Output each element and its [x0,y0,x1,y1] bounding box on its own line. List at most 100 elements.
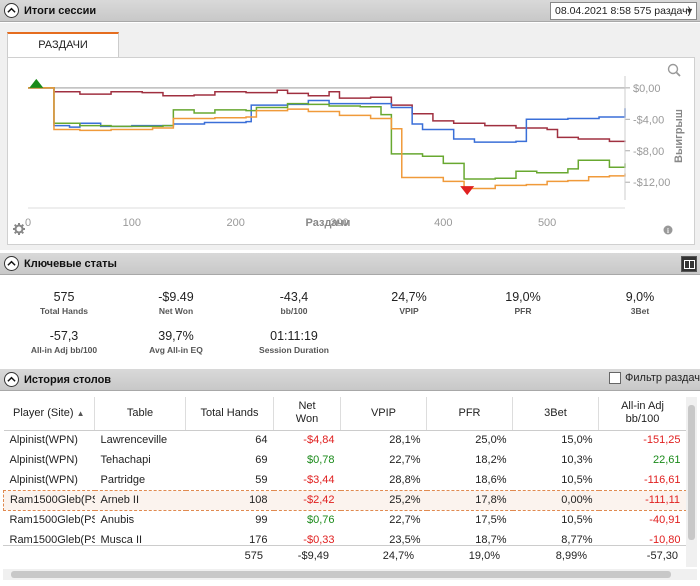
stat-value: 575 [53,290,75,304]
stat-label: Session Duration [259,345,329,355]
session-summary-header: Итоги сессии 08.04.2021 8:58 575 раздач)… [0,0,700,22]
cell-table: Arneb II [94,489,186,511]
layout-toggle-button[interactable] [681,256,697,272]
cell-pfr: 17,5% [475,514,507,527]
cell-vpip: 25,2% [340,489,427,511]
column-header-total-hands[interactable]: Total Hands [185,397,274,431]
cell-net: -$4,84 [303,434,335,447]
stat-label: Total Hands [39,306,88,316]
session-dropdown[interactable]: 08.04.2021 8:58 575 раздач) ▼ [550,2,697,20]
cell-table: Lawrenceville [100,434,168,447]
stat-session-duration: 01:11:19 Session Duration [244,329,344,355]
x-tick-label: 300 [330,217,348,229]
key-stats-panel: 575 Total Hands -$9.49 Net Won -43,4 bb/… [0,276,700,366]
stat-net-won: -$9.49 Net Won [126,290,226,316]
vertical-scrollbar[interactable] [686,397,697,567]
stat-value: -57,3 [49,329,79,343]
column-header-3bet[interactable]: 3Bet [512,397,599,431]
stat-label: 3Bet [630,306,650,316]
scroll-thumb[interactable] [688,405,695,540]
session-summary-title: Итоги сессии [24,4,97,17]
cell-hands: 59 [255,473,268,486]
x-tick-label: 0 [25,217,31,229]
column-header-player[interactable]: Player (Site) ▲ [3,397,95,431]
table-history-header: История столов Фильтр раздач [0,369,700,391]
cell-pfr: 18,6% [475,473,507,486]
cell-table: Musca II [100,534,143,546]
max-marker [29,78,44,88]
column-header-vpip[interactable]: VPIP [340,397,427,431]
column-header-net-won[interactable]: Net Won [273,397,341,431]
chevron-up-icon [7,376,16,382]
chart-container: 0 100 200 300 400 500 $0,00 -$4,00 -$8,00 -$12,0… [7,57,695,245]
table-row[interactable]: Alpinist(WPN) Partridge 59 -$3,44 28,8% 18,6%… [4,470,687,490]
cell-player: Alpinist(WPN) [9,454,78,466]
collapse-key-stats-button[interactable] [4,256,19,271]
gear-icon[interactable] [13,223,25,235]
x-axis-label: Раздачи [306,217,351,229]
y-tick-label: -$12,00 [633,177,670,189]
table-row[interactable]: Alpinist(WPN) Tehachapi 69 $0,78 22,7% 18,2% 1… [4,450,687,470]
chevron-down-icon: ▼ [685,6,694,16]
x-tick-label: 500 [538,217,556,229]
cell-allin: -116,61 [644,473,681,486]
cell-net: $0,76 [306,514,335,527]
cell-hands: 99 [255,514,268,527]
info-icon[interactable]: i [663,225,673,236]
stat-value: 19,0% [505,290,541,304]
series-line-0 [28,87,626,143]
stat-value: -$9.49 [158,290,194,304]
cell-vpip: 23,5% [389,534,421,546]
table-row[interactable]: Ram1500Gleb(PS) Musca II 176 -$0,33 23,5% 18,… [4,530,687,550]
horizontal-scrollbar[interactable] [3,569,697,580]
table-row[interactable]: Ram1500Gleb(PS) Anubis 99 $0,76 22,7% 17,5% 10… [4,510,687,530]
stat-3bet: 9,0% 3Bet [590,290,690,316]
stat-total-hands: 575 Total Hands [14,290,114,316]
column-header-allin-adj[interactable]: All-in Adj bb/100 [598,397,686,431]
y-axis-label: Выигрыш [673,109,685,163]
stat-pfr: 19,0% PFR [473,290,573,316]
key-stats-title: Ключевые статы [24,257,117,270]
table-row[interactable]: Ram1500Gleb(PS) Arneb II 108 -$2,42 25,2% 17,… [3,489,686,511]
collapse-table-history-button[interactable] [4,372,19,387]
cell-allin: 22,61 [652,454,681,466]
table-row[interactable]: Alpinist(WPN) Lawrenceville 64 -$4,84 28,1% 2… [4,430,687,450]
x-tick-label: 400 [434,217,452,229]
cell-player: Alpinist(WPN) [9,434,78,447]
cell-net: -$0,33 [303,534,335,546]
x-tick-label: 200 [226,217,244,229]
total-allin-adj: -57,30 [646,550,678,562]
stat-avg-allin-eq: 39,7% Avg All-in EQ [126,329,226,355]
zoom-icon[interactable] [667,63,681,77]
cell-allin: -111,11 [598,489,686,511]
tab-hands[interactable]: РАЗДАЧИ [7,32,119,57]
cell-vpip: 22,7% [389,514,421,527]
table-history-grid: Player (Site) ▲ Table Total Hands Net Wo… [3,397,686,567]
key-stats-header: Ключевые статы [0,253,700,275]
column-header-pfr[interactable]: PFR [426,397,513,431]
series-line-1 [28,87,626,143]
total-net-won: -$9,49 [297,550,329,562]
cell-hands: 176 [249,534,268,546]
stat-label: VPIP [399,306,419,316]
series-line-3 [28,87,626,190]
svg-text:i: i [667,227,669,235]
cell-table: Partridge [100,473,146,486]
cell-vpip: 22,7% [389,454,421,466]
chevron-up-icon [7,7,16,13]
column-header-table[interactable]: Table [94,397,186,431]
scroll-thumb[interactable] [11,571,671,578]
collapse-session-button[interactable] [4,3,19,18]
stat-value: 39,7% [158,329,194,343]
winnings-chart[interactable]: 0 100 200 300 400 500 $0,00 -$4,00 -$8,00 -$12,0… [8,58,694,244]
stat-label: Avg All-in EQ [149,345,203,355]
cell-player: Ram1500Gleb(PS) [9,514,95,527]
stat-vpip: 24,7% VPIP [359,290,459,316]
filter-checkbox[interactable] [609,372,622,384]
hand-filter[interactable]: Фильтр раздач [609,372,700,384]
x-tick-label: 100 [123,217,141,229]
series-line-2 [28,87,626,180]
stat-bb100: -43,4 bb/100 [244,290,344,316]
cell-hands: 69 [255,454,268,466]
cell-vpip: 28,8% [389,473,421,486]
